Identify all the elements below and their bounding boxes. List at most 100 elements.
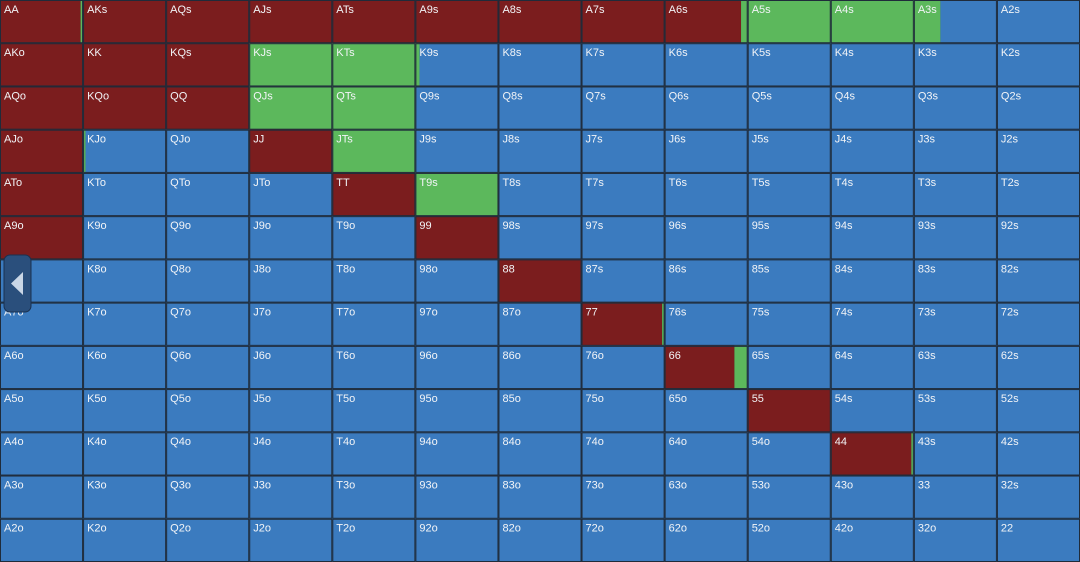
hand-label: AA <box>4 4 19 16</box>
cell-border <box>415 0 499 44</box>
cell-border <box>0 389 84 433</box>
hand-label: 22 <box>1001 523 1013 535</box>
frequency-segment <box>913 129 997 173</box>
frequency-segment <box>498 302 582 346</box>
hand-label: Q5s <box>752 90 773 102</box>
hand-label: JTs <box>336 134 353 146</box>
cell-border <box>581 302 665 346</box>
cell-border <box>747 389 831 433</box>
cell-border <box>498 389 582 433</box>
hand-label: A2s <box>1001 4 1020 16</box>
frequency-segment <box>830 216 914 260</box>
frequency-segment <box>747 518 831 562</box>
hand-label: 72o <box>586 523 604 535</box>
cell-border <box>332 302 416 346</box>
cell-border <box>0 345 84 390</box>
hand-label: J9o <box>253 220 271 232</box>
hand-label: 32o <box>918 523 936 535</box>
cell-border <box>83 259 167 303</box>
frequency-segment <box>913 86 997 130</box>
frequency-segment <box>747 172 831 217</box>
hand-label: 75s <box>752 307 770 319</box>
cell-border <box>83 475 167 519</box>
cell-border <box>664 86 748 130</box>
frequency-segment <box>249 129 333 173</box>
hand-label: Q6s <box>669 90 690 102</box>
hand-label: KQo <box>87 90 109 102</box>
hand-label: K8s <box>502 47 521 59</box>
cell-border <box>249 216 333 260</box>
frequency-segment <box>332 432 416 476</box>
frequency-segment <box>913 475 997 519</box>
cell-border <box>166 86 250 130</box>
frequency-segment <box>249 518 333 562</box>
hand-label: K9o <box>87 220 107 232</box>
hand-label: 92o <box>419 523 437 535</box>
cell-border <box>913 172 997 217</box>
hand-label: 74s <box>835 307 853 319</box>
hand-label: 63s <box>918 350 936 362</box>
hand-label: K2o <box>87 523 107 535</box>
frequency-segment <box>734 345 748 390</box>
frequency-segment <box>498 43 582 87</box>
cell-border <box>83 86 167 130</box>
frequency-segment <box>415 86 499 130</box>
hand-label: KJo <box>87 134 106 146</box>
frequency-segment <box>747 432 831 476</box>
hand-label: 97o <box>419 307 437 319</box>
cell-border <box>913 259 997 303</box>
cell-border <box>415 129 499 173</box>
hand-label: K7o <box>87 307 107 319</box>
hand-label: Q5o <box>170 393 191 405</box>
hand-label: 84o <box>502 436 520 448</box>
frequency-segment <box>911 432 914 476</box>
frequency-segment <box>415 259 499 303</box>
cell-border <box>415 432 499 476</box>
hand-label: J6s <box>669 134 687 146</box>
cell-border <box>0 0 84 44</box>
hand-label: A5o <box>4 393 24 405</box>
frequency-segment <box>0 0 81 44</box>
cell-border <box>249 43 333 87</box>
hand-label: T4s <box>835 177 854 189</box>
cell-border <box>913 345 997 390</box>
frequency-segment <box>664 86 748 130</box>
cell-border <box>830 302 914 346</box>
cell-border <box>581 172 665 217</box>
hand-label: AQo <box>4 90 26 102</box>
hand-label: J4s <box>835 134 853 146</box>
frequency-segment <box>0 432 84 476</box>
hand-label: KJs <box>253 47 272 59</box>
hand-label: 73o <box>586 479 604 491</box>
side-panel-toggle[interactable] <box>3 254 32 313</box>
frequency-segment <box>0 345 84 390</box>
frequency-segment <box>662 302 665 346</box>
frequency-segment <box>415 43 420 87</box>
hand-label: A6o <box>4 350 24 362</box>
cell-border <box>166 475 250 519</box>
hand-label: Q3o <box>170 479 191 491</box>
cell-border <box>581 129 665 173</box>
hand-label: A7s <box>586 4 605 16</box>
frequency-segment <box>166 259 250 303</box>
hand-label: 62s <box>1001 350 1019 362</box>
frequency-segment <box>249 345 333 390</box>
cell-border <box>166 389 250 433</box>
frequency-segment <box>581 475 665 519</box>
cell-border <box>83 216 167 260</box>
frequency-segment <box>747 129 831 173</box>
hand-label: 73s <box>918 307 936 319</box>
cell-border <box>913 216 997 260</box>
cell-border <box>166 0 250 44</box>
frequency-segment <box>581 302 663 346</box>
hand-label: 87s <box>586 263 604 275</box>
cell-border <box>0 129 84 173</box>
frequency-segment <box>913 43 997 87</box>
hand-label: T4o <box>336 436 355 448</box>
frequency-segment <box>0 216 84 260</box>
hand-label: T9s <box>419 177 438 189</box>
cell-border <box>0 172 84 217</box>
frequency-segment <box>830 345 914 390</box>
frequency-segment <box>332 302 416 346</box>
hand-label: T5s <box>752 177 771 189</box>
